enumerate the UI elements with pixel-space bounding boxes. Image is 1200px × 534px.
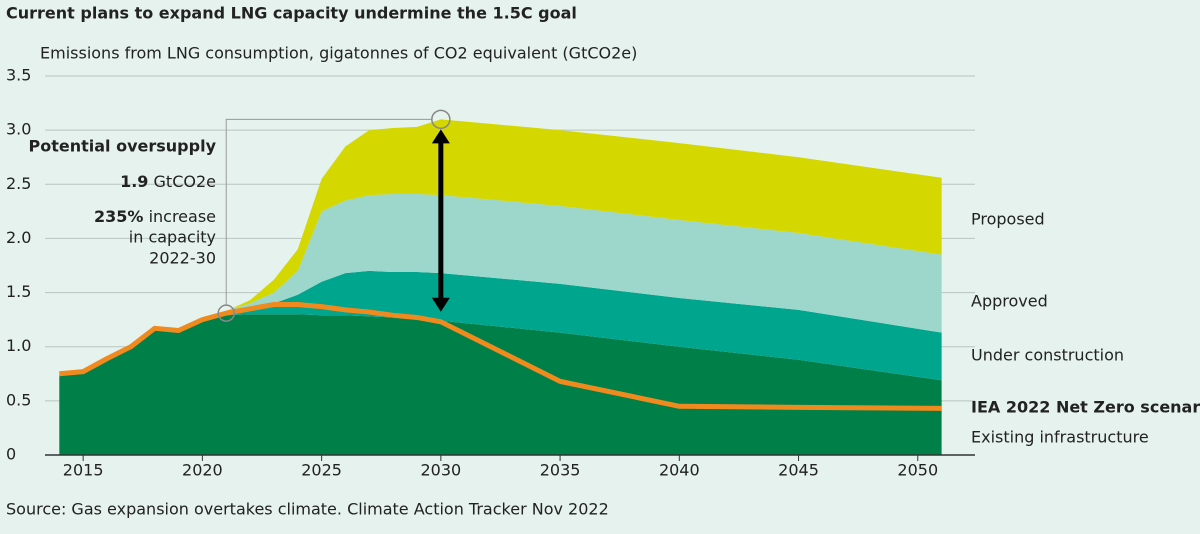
y-tick-label: 0.5 <box>6 390 31 409</box>
y-tick-label: 1.5 <box>6 282 31 301</box>
legend-label: IEA 2022 Net Zero scenario <box>971 398 1200 417</box>
legend-label: Proposed <box>971 210 1045 229</box>
marker-circle <box>217 304 235 322</box>
x-tick-label: 2040 <box>659 461 700 480</box>
source: Source: Gas expansion overtakes climate.… <box>6 500 609 519</box>
legend-label: Approved <box>971 292 1048 311</box>
marker-circle <box>431 109 451 130</box>
x-tick-label: 2020 <box>182 461 223 480</box>
annotation-unit: GtCO2e <box>154 172 216 191</box>
annotation-text: in capacity <box>129 228 216 247</box>
area <box>59 119 942 375</box>
x-tick-label: 2015 <box>63 461 104 480</box>
annotation-value: 1.9 <box>120 172 148 191</box>
x-tick-label: 2025 <box>301 461 342 480</box>
x-tick-label: 2050 <box>897 461 938 480</box>
y-tick-label: 3.0 <box>6 120 31 139</box>
x-tick-label: 2035 <box>540 461 581 480</box>
area <box>59 314 942 455</box>
annotation-text: increase <box>149 207 216 226</box>
x-tick-label: 2045 <box>778 461 819 480</box>
annotation-heading: Potential oversupply <box>29 137 217 156</box>
x-tick-label: 2030 <box>420 461 461 480</box>
area <box>59 270 942 381</box>
legend-label: Under construction <box>971 346 1124 365</box>
y-tick-label: 2.5 <box>6 174 31 193</box>
y-tick-label: 0 <box>6 445 16 464</box>
y-tick-label: 2.0 <box>6 228 31 247</box>
annotation-text: 2022-30 <box>149 249 216 268</box>
area <box>59 194 942 375</box>
y-tick-label: 3.5 <box>6 66 31 85</box>
annotation-percent: 235% increase <box>94 207 216 226</box>
line <box>59 301 942 411</box>
chart-title: Current plans to expand LNG capacity und… <box>6 4 577 23</box>
arrow-head <box>431 297 450 312</box>
subtitle: Emissions from LNG consumption, gigatonn… <box>40 44 637 63</box>
y-tick-label: 1.0 <box>6 336 31 355</box>
arrow-head <box>431 129 450 144</box>
legend-label: Existing infrastructure <box>971 428 1149 447</box>
bracket <box>225 118 432 306</box>
annotation-value: 235% <box>94 207 143 226</box>
annotation-amount: 1.9 GtCO2e <box>120 172 216 191</box>
